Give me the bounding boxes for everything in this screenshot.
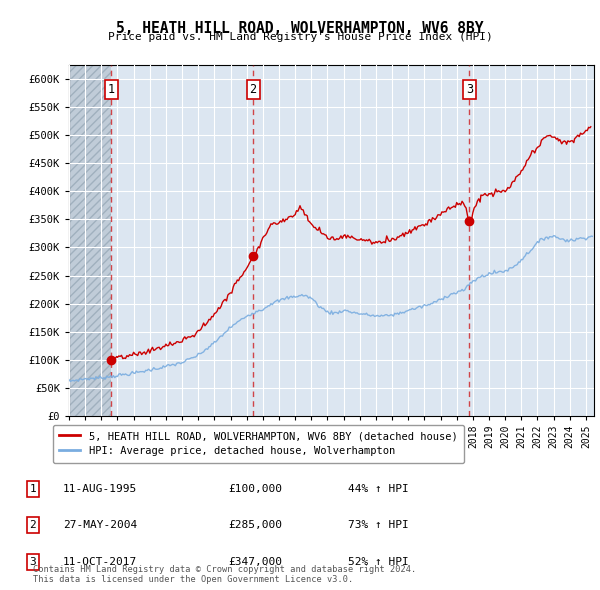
- Text: 27-MAY-2004: 27-MAY-2004: [63, 520, 137, 530]
- Text: 73% ↑ HPI: 73% ↑ HPI: [348, 520, 409, 530]
- Text: 3: 3: [466, 83, 473, 96]
- Text: 1: 1: [108, 83, 115, 96]
- Text: 11-OCT-2017: 11-OCT-2017: [63, 557, 137, 567]
- Text: 2: 2: [29, 520, 37, 530]
- Text: 5, HEATH HILL ROAD, WOLVERHAMPTON, WV6 8BY: 5, HEATH HILL ROAD, WOLVERHAMPTON, WV6 8…: [116, 21, 484, 35]
- Text: 1: 1: [29, 484, 37, 494]
- Text: £347,000: £347,000: [228, 557, 282, 567]
- Legend: 5, HEATH HILL ROAD, WOLVERHAMPTON, WV6 8BY (detached house), HPI: Average price,: 5, HEATH HILL ROAD, WOLVERHAMPTON, WV6 8…: [53, 425, 464, 463]
- Text: £100,000: £100,000: [228, 484, 282, 494]
- Text: 44% ↑ HPI: 44% ↑ HPI: [348, 484, 409, 494]
- Text: Contains HM Land Registry data © Crown copyright and database right 2024.
This d: Contains HM Land Registry data © Crown c…: [33, 565, 416, 584]
- Text: 2: 2: [250, 83, 257, 96]
- Text: 11-AUG-1995: 11-AUG-1995: [63, 484, 137, 494]
- Text: 52% ↑ HPI: 52% ↑ HPI: [348, 557, 409, 567]
- Text: 3: 3: [29, 557, 37, 567]
- Text: £285,000: £285,000: [228, 520, 282, 530]
- Text: Price paid vs. HM Land Registry's House Price Index (HPI): Price paid vs. HM Land Registry's House …: [107, 32, 493, 42]
